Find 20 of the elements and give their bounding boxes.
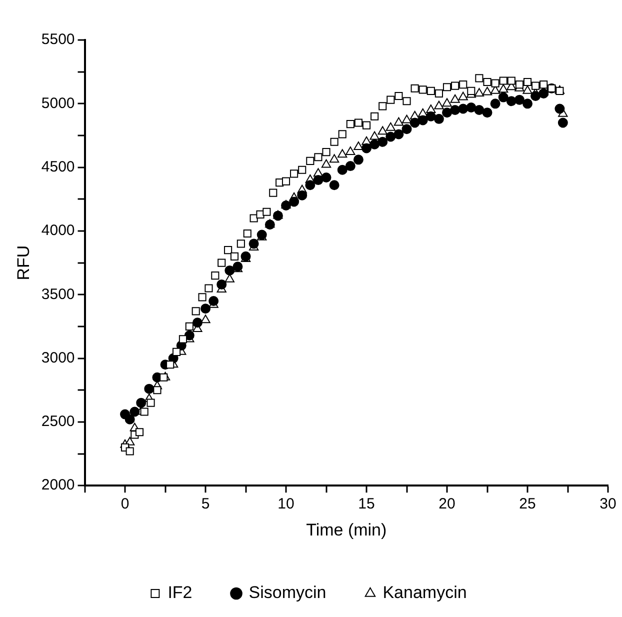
legend-label: Kanamycin: [382, 583, 467, 602]
y-tick-label: 3000: [41, 349, 75, 366]
y-tick-label: 4500: [41, 158, 75, 176]
x-axis-title: Time (min): [306, 520, 387, 540]
y-tick-label: 2500: [41, 413, 75, 430]
y-tick-label: 5500: [41, 31, 75, 48]
y-tick-label: 3500: [41, 286, 75, 303]
x-tick-label: 15: [358, 496, 375, 513]
y-axis-title: RFU: [14, 245, 33, 280]
x-tick-label: 25: [519, 496, 536, 513]
y-tick-label: 5000: [41, 94, 75, 112]
y-tick-label: 2000: [41, 476, 75, 494]
x-tick-label: 0: [120, 496, 130, 513]
legend-label: Sisomycin: [248, 583, 326, 602]
x-tick-label: 20: [438, 496, 456, 513]
x-tick-label: 10: [278, 496, 294, 513]
legend-label: IF2: [168, 583, 192, 602]
x-tick-label: 30: [600, 496, 616, 513]
y-tick-label: 4000: [41, 222, 75, 240]
x-tick-label: 5: [201, 496, 210, 513]
